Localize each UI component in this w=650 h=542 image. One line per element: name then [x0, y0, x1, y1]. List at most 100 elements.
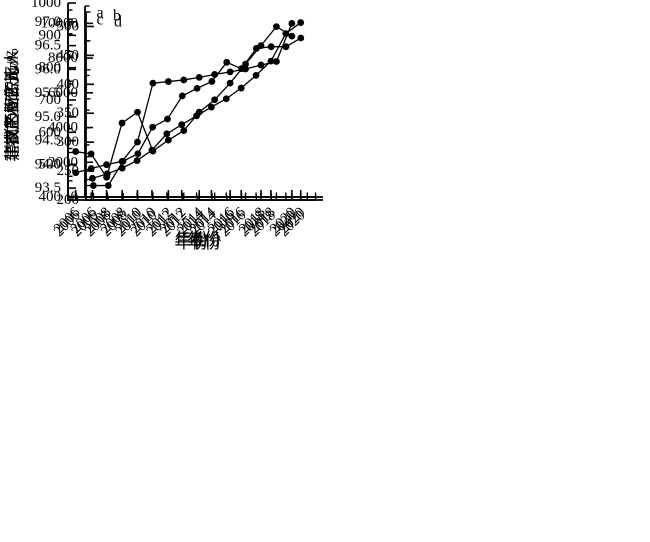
y-tick-label: 95.5 [35, 85, 61, 101]
panel-d-builtup-area: 200 250 300 350 400 450 500 2006 2008 2010 2012 201… [0, 0, 325, 271]
y-tick-label: 97.0 [35, 14, 61, 30]
panel-letter: a [96, 5, 103, 22]
data-point-marker [72, 148, 80, 155]
data-point-marker [72, 169, 80, 177]
data-point-marker [257, 61, 265, 69]
y-tick-label: 96.5 [35, 38, 61, 54]
data-point-marker [164, 115, 171, 123]
y-tick-label: 8000 [48, 50, 78, 66]
data-point-marker [273, 23, 280, 31]
y-tick-label: 0 [71, 189, 79, 205]
y-tick-label: 800 [39, 60, 62, 76]
y-tick-label: 500 [57, 18, 80, 34]
data-point-marker [164, 78, 172, 85]
x-axis-title: 年份 [187, 230, 221, 249]
data-point-marker [103, 161, 110, 169]
y-tick-label: 200 [57, 192, 80, 208]
data-point-marker [119, 157, 127, 165]
data-point-marker [237, 84, 245, 92]
data-point-marker [118, 119, 126, 127]
x-tick-label: 2016 [217, 207, 250, 240]
data-point-marker [149, 123, 157, 131]
data-point-marker [297, 19, 305, 26]
data-point-marker [282, 43, 290, 51]
data-point-marker [223, 58, 231, 66]
x-axis-title: 年份 [175, 230, 209, 249]
data-point-marker [87, 165, 95, 172]
y-tick-label: 94.5 [35, 133, 61, 149]
y-tick-label: 250 [57, 163, 80, 179]
y-tick-label: 450 [57, 47, 80, 63]
y-tick-label: 900 [39, 27, 62, 43]
data-point-marker [195, 108, 203, 116]
y-tick-label: 1000 [31, 0, 61, 11]
data-point-marker [288, 32, 296, 40]
x-axis-title: 年份 [188, 233, 222, 252]
y-tick-label: 400 [39, 189, 62, 205]
data-point-marker [164, 136, 172, 144]
data-point-marker [178, 121, 186, 129]
y-tick-label: 4000 [48, 120, 78, 136]
x-tick-label: 2010 [128, 208, 161, 241]
y-tick-label: 300 [57, 134, 80, 150]
data-point-marker [267, 43, 275, 51]
data-point-marker [103, 173, 110, 181]
data-point-marker [288, 19, 296, 27]
data-point-marker [134, 138, 141, 146]
data-point-marker [222, 95, 230, 103]
data-point-marker [134, 108, 141, 116]
panel-letter: c [96, 12, 103, 29]
data-point-marker [149, 79, 157, 87]
data-point-marker [297, 34, 305, 42]
data-point-marker [195, 73, 203, 81]
y-tick-label: 94.0 [35, 156, 61, 172]
data-point-marker [252, 71, 260, 79]
x-tick-label: 2006 [69, 207, 102, 240]
y-tick-label: 95.0 [35, 109, 61, 125]
y-tick-label: 400 [57, 76, 80, 92]
data-point-marker [226, 79, 234, 87]
data-point-marker [104, 182, 112, 189]
x-tick-label: 2020 [276, 208, 309, 241]
x-tick-label: 2008 [98, 208, 131, 241]
data-point-marker [133, 157, 141, 164]
y-tick-label: 350 [57, 105, 80, 121]
panel-a-resident-population: 400 500 600 700 800 900 1000 2006 2008 2010 2012 20… [0, 0, 325, 271]
data-point-marker [134, 150, 142, 158]
y-tick-label: 2000 [48, 154, 78, 170]
y-tick-label: 600 [39, 124, 62, 140]
y-tick-label: 700 [39, 92, 62, 108]
x-axis-title: 年份 [175, 233, 209, 252]
x-tick-label: 2018 [246, 208, 279, 241]
data-point-marker [208, 78, 216, 85]
data-point-marker [238, 65, 245, 73]
data-point-marker [149, 147, 157, 155]
data-point-marker [87, 150, 95, 158]
y-tick-label: 93.5 [35, 180, 61, 196]
data-point-marker [193, 84, 201, 92]
y-axis-title: 常住人口/万人 [4, 50, 22, 150]
data-point-marker [252, 45, 260, 52]
data-point-marker [226, 68, 234, 76]
y-axis-title: GDP/亿元 [4, 67, 22, 135]
data-point-marker [180, 76, 188, 84]
y-tick-label: 500 [39, 157, 62, 173]
data-point-marker [89, 174, 96, 182]
data-point-marker [178, 92, 186, 100]
y-axis-title: 建成区面积/km² [4, 51, 22, 161]
y-tick-label: 96.0 [35, 61, 61, 77]
y-axis-title: 非农产业占比/% [4, 48, 22, 162]
y-tick-label: 6000 [48, 85, 78, 101]
data-point-marker [273, 58, 280, 65]
panel-letter: d [114, 14, 122, 31]
data-point-marker [90, 182, 97, 189]
data-point-marker [267, 57, 275, 65]
panel-letter: b [113, 8, 121, 25]
data-point-marker [211, 96, 219, 104]
data-point-marker [208, 103, 215, 111]
data-point-marker [180, 127, 188, 135]
data-point-marker [163, 130, 171, 138]
